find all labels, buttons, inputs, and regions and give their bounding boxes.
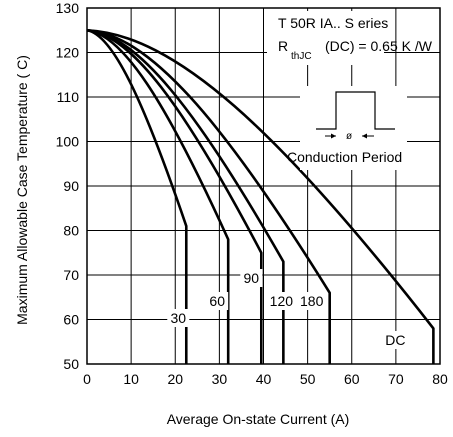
curves (86, 28, 435, 364)
series-label-backdrop (167, 309, 190, 327)
y-tick-label: 130 (56, 0, 80, 16)
series-line-30 (86, 28, 188, 364)
y-tick-label: 80 (63, 223, 79, 239)
x-tick-label: 50 (300, 371, 316, 387)
rth-subscript: thJC (291, 51, 312, 62)
arrowhead-right-icon (331, 133, 336, 139)
series-label-120: 120 (270, 293, 294, 309)
y-tick-label: 90 (63, 178, 79, 194)
series-line-60 (86, 28, 230, 364)
series-label-180: 180 (300, 293, 324, 309)
series-label-backdrop (206, 292, 229, 310)
rth-value: (DC) = 0.65 K /W (325, 38, 433, 54)
x-tick-label: 40 (256, 371, 272, 387)
conduction-period-label: Conduction Period (287, 149, 402, 165)
rth-prefix: R (278, 38, 288, 54)
x-tick-label: 10 (123, 371, 139, 387)
y-tick-label: 110 (57, 89, 80, 105)
annotation-backdrop (267, 11, 384, 65)
conduction-backdrop (300, 86, 407, 170)
x-tick-label: 70 (388, 371, 404, 387)
series-label-60: 60 (209, 293, 225, 309)
y-tick-label: 60 (63, 312, 79, 328)
arrowhead-left-icon (362, 133, 367, 139)
y-tick-label: 70 (63, 267, 79, 283)
series-label-backdrop (384, 331, 407, 349)
series-label-backdrop (240, 269, 263, 287)
x-axis-label: Average On-state Current (A) (167, 411, 350, 427)
series-title: T 50R IA.. S eries (278, 15, 388, 31)
series-label-dc: DC (385, 332, 405, 348)
y-axis-label: Maximum Allowable Case Temperature ( C) (14, 55, 30, 325)
series-labels: 30 60 90 120 180 DC (167, 269, 407, 349)
series-line-180 (86, 28, 331, 364)
annotation-box: T 50R IA.. S eries R thJC (DC) = 0.65 K … (267, 11, 433, 65)
y-tick-label: 50 (63, 356, 79, 372)
x-tick-label: 20 (167, 371, 183, 387)
series-label-90: 90 (244, 270, 260, 286)
x-tick-label: 30 (212, 371, 228, 387)
pulse-waveform-icon (316, 91, 395, 130)
series-line-dc (86, 28, 435, 364)
x-tick-label: 0 (83, 371, 91, 387)
y-tick-label: 100 (56, 134, 80, 150)
x-tick-label: 60 (344, 371, 360, 387)
x-tick-label: 80 (432, 371, 448, 387)
plot-frame (86, 7, 441, 365)
phi-symbol: ø (346, 131, 352, 142)
tick-labels: 0 10 20 30 40 50 60 70 80 50 60 70 80 90 100 110 120 130 (56, 0, 448, 387)
conduction-diagram: ø Conduction Period (287, 86, 407, 170)
y-tick-label: 120 (56, 45, 80, 61)
series-label-30: 30 (170, 310, 186, 326)
series-label-backdrop (296, 292, 327, 310)
series-label-backdrop (266, 292, 297, 310)
